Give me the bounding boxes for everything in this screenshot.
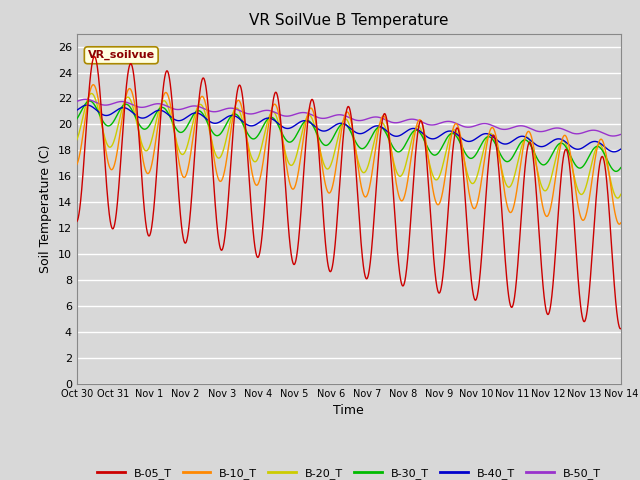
Title: VR SoilVue B Temperature: VR SoilVue B Temperature [249,13,449,28]
X-axis label: Time: Time [333,405,364,418]
Text: VR_soilvue: VR_soilvue [88,50,155,60]
Y-axis label: Soil Temperature (C): Soil Temperature (C) [39,144,52,273]
Legend: B-05_T, B-10_T, B-20_T, B-30_T, B-40_T, B-50_T: B-05_T, B-10_T, B-20_T, B-30_T, B-40_T, … [92,464,605,480]
